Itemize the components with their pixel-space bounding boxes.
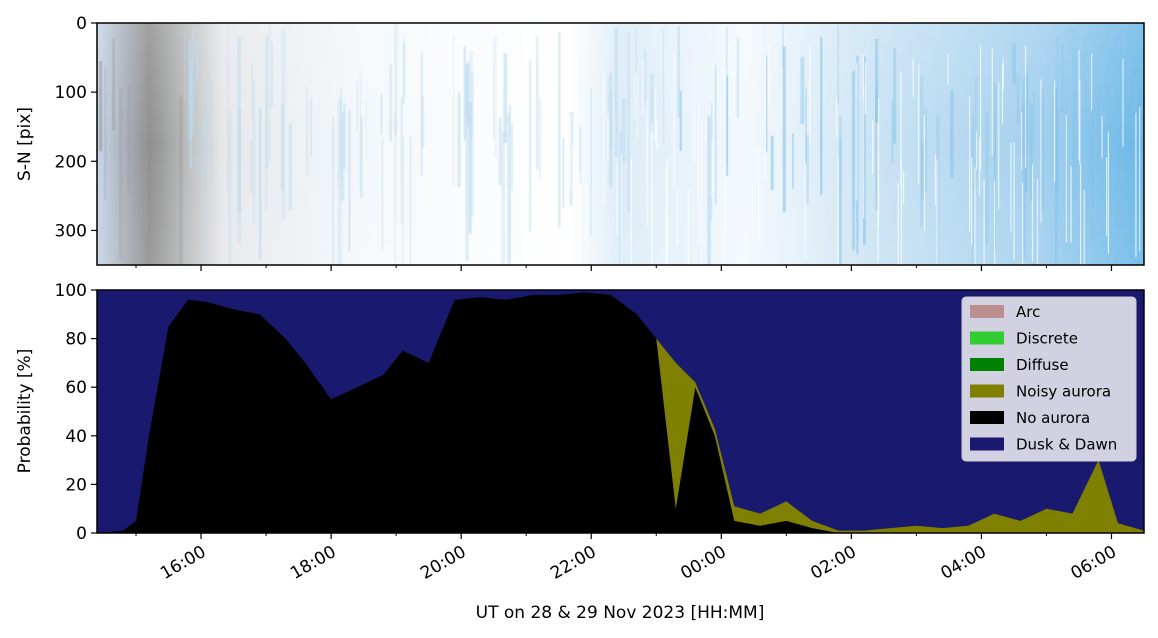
legend-swatch — [970, 411, 1004, 424]
probability-y-tick-label: 60 — [65, 378, 87, 398]
keogram-frame — [96, 22, 1145, 266]
probability-x-tick-label: 16:00 — [157, 542, 209, 584]
legend-label: Noisy aurora — [1016, 383, 1111, 401]
probability-y-tick-label: 100 — [55, 281, 87, 301]
probability-x-tick-label: 02:00 — [807, 542, 859, 584]
probability-x-tick-label: 06:00 — [1068, 542, 1120, 584]
probability-x-tick-label: 22:00 — [547, 542, 599, 584]
legend-box — [961, 296, 1137, 462]
probability-x-tick-label: 04:00 — [937, 542, 989, 584]
legend-label: Discrete — [1016, 330, 1078, 348]
legend-swatch — [970, 331, 1004, 345]
legend-label: Diffuse — [1016, 356, 1069, 374]
keogram-y-tick-label: 100 — [55, 83, 87, 103]
legend-swatch — [970, 437, 1004, 451]
legend-label: Dusk & Dawn — [1016, 436, 1117, 454]
probability-x-tick-label: 18:00 — [287, 542, 339, 584]
legend-swatch — [970, 305, 1004, 318]
probability-panel: 0 20 40 60 80 100 16:00 18:00 20:00 22:00 00:00 02… — [15, 281, 1145, 623]
probability-y-tick-label: 80 — [65, 330, 87, 350]
probability-y-axis-title: Probability [%] — [15, 349, 35, 474]
keogram-y-tick-label: 0 — [76, 14, 87, 34]
probability-x-tick-label: 00:00 — [677, 542, 729, 584]
probability-x-tick-label: 20:00 — [417, 542, 469, 584]
legend-swatch — [970, 384, 1004, 398]
keogram-panel: 0 100 200 300 S-N [pix] — [15, 14, 1145, 326]
keogram-y-ticks: 0 100 200 300 — [55, 14, 97, 241]
probability-frame — [96, 289, 1145, 534]
legend-label: Arc — [1016, 303, 1040, 321]
probability-y-ticks: 0 20 40 60 80 100 — [55, 281, 97, 544]
probability-x-ticks: 16:00 18:00 20:00 22:00 00:00 02:00 04:00 06:00 — [135, 533, 1120, 584]
legend: Arc Discrete Diffuse Noisy aurora No aurora D… — [961, 296, 1137, 462]
keogram-y-axis-title: S-N [pix] — [15, 107, 35, 181]
probability-y-tick-label: 20 — [65, 475, 87, 495]
legend-swatch — [970, 358, 1004, 371]
keogram-y-tick-label: 200 — [55, 152, 87, 172]
legend-label: No aurora — [1016, 409, 1090, 427]
no-aurora-area — [97, 292, 1144, 533]
x-axis-title: UT on 28 & 29 Nov 2023 [HH:MM] — [476, 603, 765, 623]
keogram-x-ticks — [135, 265, 1113, 271]
probability-y-tick-label: 40 — [65, 427, 87, 447]
probability-y-tick-label: 0 — [76, 524, 87, 544]
keogram-y-tick-label: 300 — [55, 221, 87, 241]
keogram-overlay — [97, 23, 1144, 265]
